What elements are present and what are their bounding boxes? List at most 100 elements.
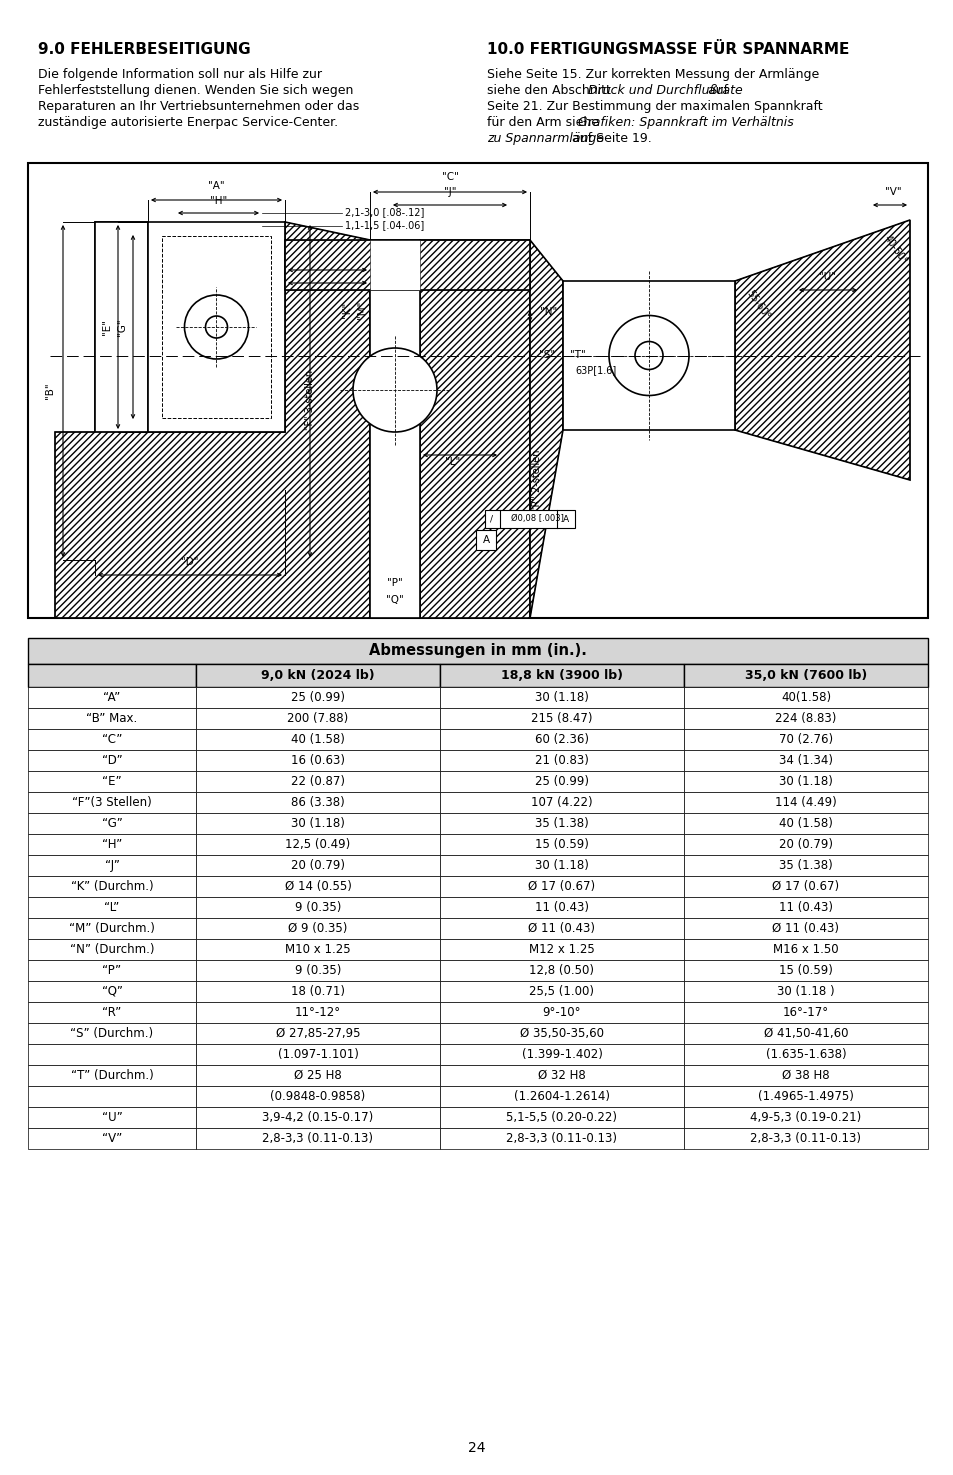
Text: "K": "K" <box>341 302 352 319</box>
Bar <box>439 749 683 771</box>
Text: “N” (Durchm.): “N” (Durchm.) <box>70 943 154 956</box>
Bar <box>683 1065 927 1086</box>
Bar <box>195 729 439 749</box>
Circle shape <box>353 348 436 432</box>
Bar <box>162 236 271 417</box>
Text: “H”: “H” <box>102 838 122 851</box>
Text: 25,5 (1.00): 25,5 (1.00) <box>529 985 594 999</box>
Bar <box>28 639 927 664</box>
Text: auf Seite 19.: auf Seite 19. <box>567 131 651 145</box>
Text: 15 (0.59): 15 (0.59) <box>779 965 832 976</box>
Text: 9 (0.35): 9 (0.35) <box>294 965 341 976</box>
Polygon shape <box>95 223 148 560</box>
Bar <box>28 792 195 813</box>
Polygon shape <box>530 240 562 618</box>
Text: "D": "D" <box>181 558 198 566</box>
Bar <box>683 664 927 687</box>
Bar <box>439 664 683 687</box>
Text: 114 (4.49): 114 (4.49) <box>774 796 836 808</box>
Bar <box>683 1002 927 1024</box>
Text: “J”: “J” <box>105 858 119 872</box>
Text: “U”: “U” <box>102 1111 122 1124</box>
Text: “R”: “R” <box>102 1006 121 1019</box>
Text: 30 (1.18 ): 30 (1.18 ) <box>777 985 834 999</box>
Bar <box>28 1108 195 1128</box>
Bar <box>439 729 683 749</box>
Text: (1.4965-1.4975): (1.4965-1.4975) <box>758 1090 853 1103</box>
Text: “B” Max.: “B” Max. <box>87 712 137 726</box>
Text: 20 (0.79): 20 (0.79) <box>779 838 832 851</box>
Polygon shape <box>419 240 530 618</box>
Polygon shape <box>55 223 370 618</box>
Text: "B": "B" <box>45 382 55 400</box>
Text: "C": "C" <box>441 173 458 181</box>
Bar <box>683 897 927 917</box>
Bar <box>683 917 927 940</box>
Bar <box>28 897 195 917</box>
Text: Ø0,08 [.003]: Ø0,08 [.003] <box>510 515 563 524</box>
Text: "G": "G" <box>117 319 127 336</box>
Bar <box>683 1086 927 1108</box>
Text: Druck und Durchflußrate: Druck und Durchflußrate <box>587 84 742 97</box>
Text: "M": "M" <box>356 301 367 319</box>
Text: 34 (1.34): 34 (1.34) <box>779 754 832 767</box>
Text: 11 (0.43): 11 (0.43) <box>535 901 588 914</box>
Text: 5,1-5,5 (0.20-0.22): 5,1-5,5 (0.20-0.22) <box>506 1111 617 1124</box>
Text: 9.0 FEHLERBESEITIGUNG: 9.0 FEHLERBESEITIGUNG <box>38 41 251 58</box>
Bar <box>439 981 683 1002</box>
Text: 11 (0.43): 11 (0.43) <box>779 901 832 914</box>
Bar <box>683 940 927 960</box>
Text: A: A <box>562 515 569 524</box>
Bar <box>195 1024 439 1044</box>
Text: "N": "N" <box>539 307 557 317</box>
Bar <box>28 1086 195 1108</box>
Text: “V”: “V” <box>102 1131 122 1145</box>
Text: 30 (1.18): 30 (1.18) <box>779 774 832 788</box>
Bar <box>195 897 439 917</box>
Text: 25 (0.99): 25 (0.99) <box>291 690 345 704</box>
Bar <box>195 981 439 1002</box>
Bar <box>683 855 927 876</box>
Text: 1,1-1,5 [.04-.06]: 1,1-1,5 [.04-.06] <box>345 220 424 230</box>
Bar <box>28 833 195 855</box>
Text: “Q”: “Q” <box>101 985 122 999</box>
Text: zu Spannarmlänge: zu Spannarmlänge <box>486 131 603 145</box>
Text: “T” (Durchm.): “T” (Durchm.) <box>71 1069 153 1083</box>
Text: 30 (1.18): 30 (1.18) <box>291 817 345 830</box>
Bar <box>683 708 927 729</box>
Text: 11°-12°: 11°-12° <box>294 1006 341 1019</box>
Bar <box>195 749 439 771</box>
Text: für den Arm siehe: für den Arm siehe <box>486 117 602 128</box>
Text: 200 (7.88): 200 (7.88) <box>287 712 348 726</box>
Bar <box>28 708 195 729</box>
Text: /: / <box>490 515 493 524</box>
Text: “K” (Durchm.): “K” (Durchm.) <box>71 881 153 892</box>
Text: Fehlerfeststellung dienen. Wenden Sie sich wegen: Fehlerfeststellung dienen. Wenden Sie si… <box>38 84 353 97</box>
Bar <box>195 687 439 708</box>
Text: "J": "J" <box>443 187 456 198</box>
Text: “A”: “A” <box>103 690 120 704</box>
Bar <box>28 687 195 708</box>
Bar <box>439 833 683 855</box>
Bar <box>439 1128 683 1149</box>
Bar <box>683 729 927 749</box>
Text: Siehe Seite 15. Zur korrekten Messung der Armlänge: Siehe Seite 15. Zur korrekten Messung de… <box>486 68 819 81</box>
Bar <box>683 771 927 792</box>
Bar <box>683 792 927 813</box>
Bar <box>28 940 195 960</box>
Polygon shape <box>734 220 909 479</box>
Text: Grafiken: Spannkraft im Verhältnis: Grafiken: Spannkraft im Verhältnis <box>578 117 793 128</box>
Bar <box>439 960 683 981</box>
Text: 24: 24 <box>468 1441 485 1454</box>
Text: Ø 41,50-41,60: Ø 41,50-41,60 <box>763 1027 847 1040</box>
Bar <box>195 833 439 855</box>
Text: Ø 25 H8: Ø 25 H8 <box>294 1069 341 1083</box>
Bar <box>28 876 195 897</box>
Text: 12,8 (0.50): 12,8 (0.50) <box>529 965 594 976</box>
Text: 40(1.58): 40(1.58) <box>781 690 830 704</box>
Text: M12 x 1.25: M12 x 1.25 <box>529 943 595 956</box>
Text: “M” (Durchm.): “M” (Durchm.) <box>69 922 154 935</box>
Bar <box>28 749 195 771</box>
Text: 16°-17°: 16°-17° <box>782 1006 828 1019</box>
Bar <box>370 240 419 618</box>
